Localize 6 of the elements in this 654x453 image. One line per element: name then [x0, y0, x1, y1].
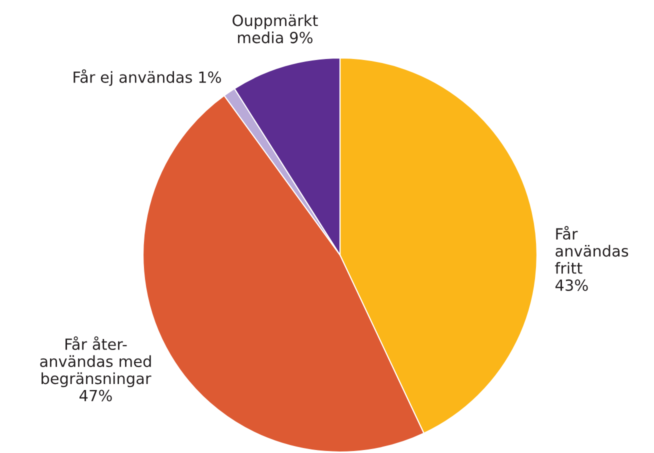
data-label: 43% — [555, 279, 588, 291]
slice-label: Får användas fritt — [555, 226, 628, 274]
slice-label: Får ej användas 1% — [74, 69, 221, 86]
slice-label: Ouppmärkt media 9% — [232, 14, 318, 44]
data-label: 47% — [80, 390, 112, 402]
slice-label: Får åter- användas med begränsningar — [40, 336, 152, 388]
